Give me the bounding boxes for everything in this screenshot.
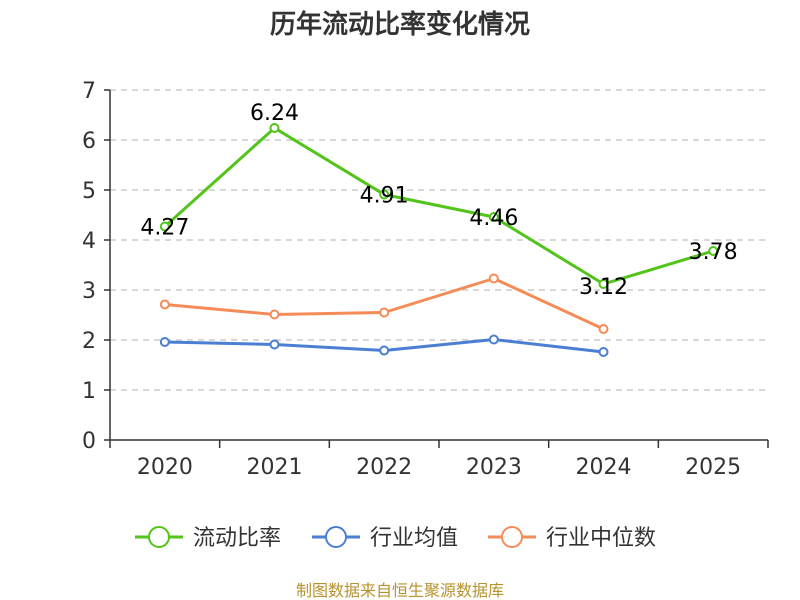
legend[interactable]: 流动比率 行业均值 行业中位数	[135, 526, 656, 551]
x-tick-label: 2025	[685, 455, 741, 480]
data-label: 3.12	[579, 275, 628, 300]
data-label: 4.91	[360, 184, 409, 209]
data-labels: 4.27 6.24 4.91 4.46 3.12 3.78	[140, 101, 737, 300]
legend-label: 流动比率	[193, 526, 281, 551]
legend-marker	[325, 526, 347, 548]
y-tick-label: 3	[82, 279, 96, 304]
x-tick-label: 2024	[576, 455, 632, 480]
data-point	[598, 324, 609, 334]
legend-label: 行业均值	[370, 526, 458, 551]
series-layer	[159, 123, 719, 357]
data-label: 3.78	[689, 240, 738, 265]
y-tick-label: 5	[82, 179, 96, 204]
data-label: 4.46	[469, 206, 518, 231]
x-tick-label: 2021	[247, 455, 303, 480]
y-tick-label: 0	[82, 429, 96, 454]
y-tick-label: 6	[82, 129, 96, 154]
data-label: 6.24	[250, 101, 299, 126]
data-point	[379, 307, 390, 318]
data-point	[159, 221, 170, 232]
legend-item-2[interactable]: 行业均值	[312, 526, 458, 551]
data-point	[379, 345, 390, 356]
data-label: 4.27	[140, 216, 189, 241]
data-point	[598, 279, 609, 289]
data-point	[269, 309, 280, 320]
data-point	[598, 347, 609, 357]
data-point	[269, 339, 280, 350]
legend-marker	[148, 526, 170, 548]
data-point	[269, 123, 280, 133]
x-tick-label: 2023	[466, 455, 522, 480]
data-point	[488, 273, 499, 284]
axes: 0 1 2 3 4 5 6 7 2020 2021 2022 2023 2024 2025	[82, 79, 769, 480]
x-tick-label: 2020	[137, 455, 193, 480]
series-line-1	[163, 126, 714, 286]
legend-item-1[interactable]: 流动比率	[135, 526, 281, 551]
data-point	[159, 299, 170, 310]
data-point	[488, 212, 499, 222]
legend-marker	[501, 526, 523, 548]
y-tick-label: 1	[82, 379, 96, 404]
y-tick-label: 7	[82, 79, 96, 104]
y-tick-label: 4	[82, 229, 96, 254]
series-line-3	[164, 277, 605, 331]
source-note: 制图数据来自恒生聚源数据库	[296, 581, 504, 600]
y-tick-label: 2	[82, 329, 96, 354]
data-point	[708, 246, 719, 256]
chart-title: 历年流动比率变化情况	[270, 9, 530, 40]
x-tick-label: 2022	[356, 455, 412, 480]
data-point	[488, 334, 499, 345]
legend-label: 行业中位数	[546, 526, 656, 551]
legend-item-3[interactable]: 行业中位数	[488, 526, 656, 551]
data-point	[379, 189, 390, 200]
data-point	[159, 337, 170, 347]
